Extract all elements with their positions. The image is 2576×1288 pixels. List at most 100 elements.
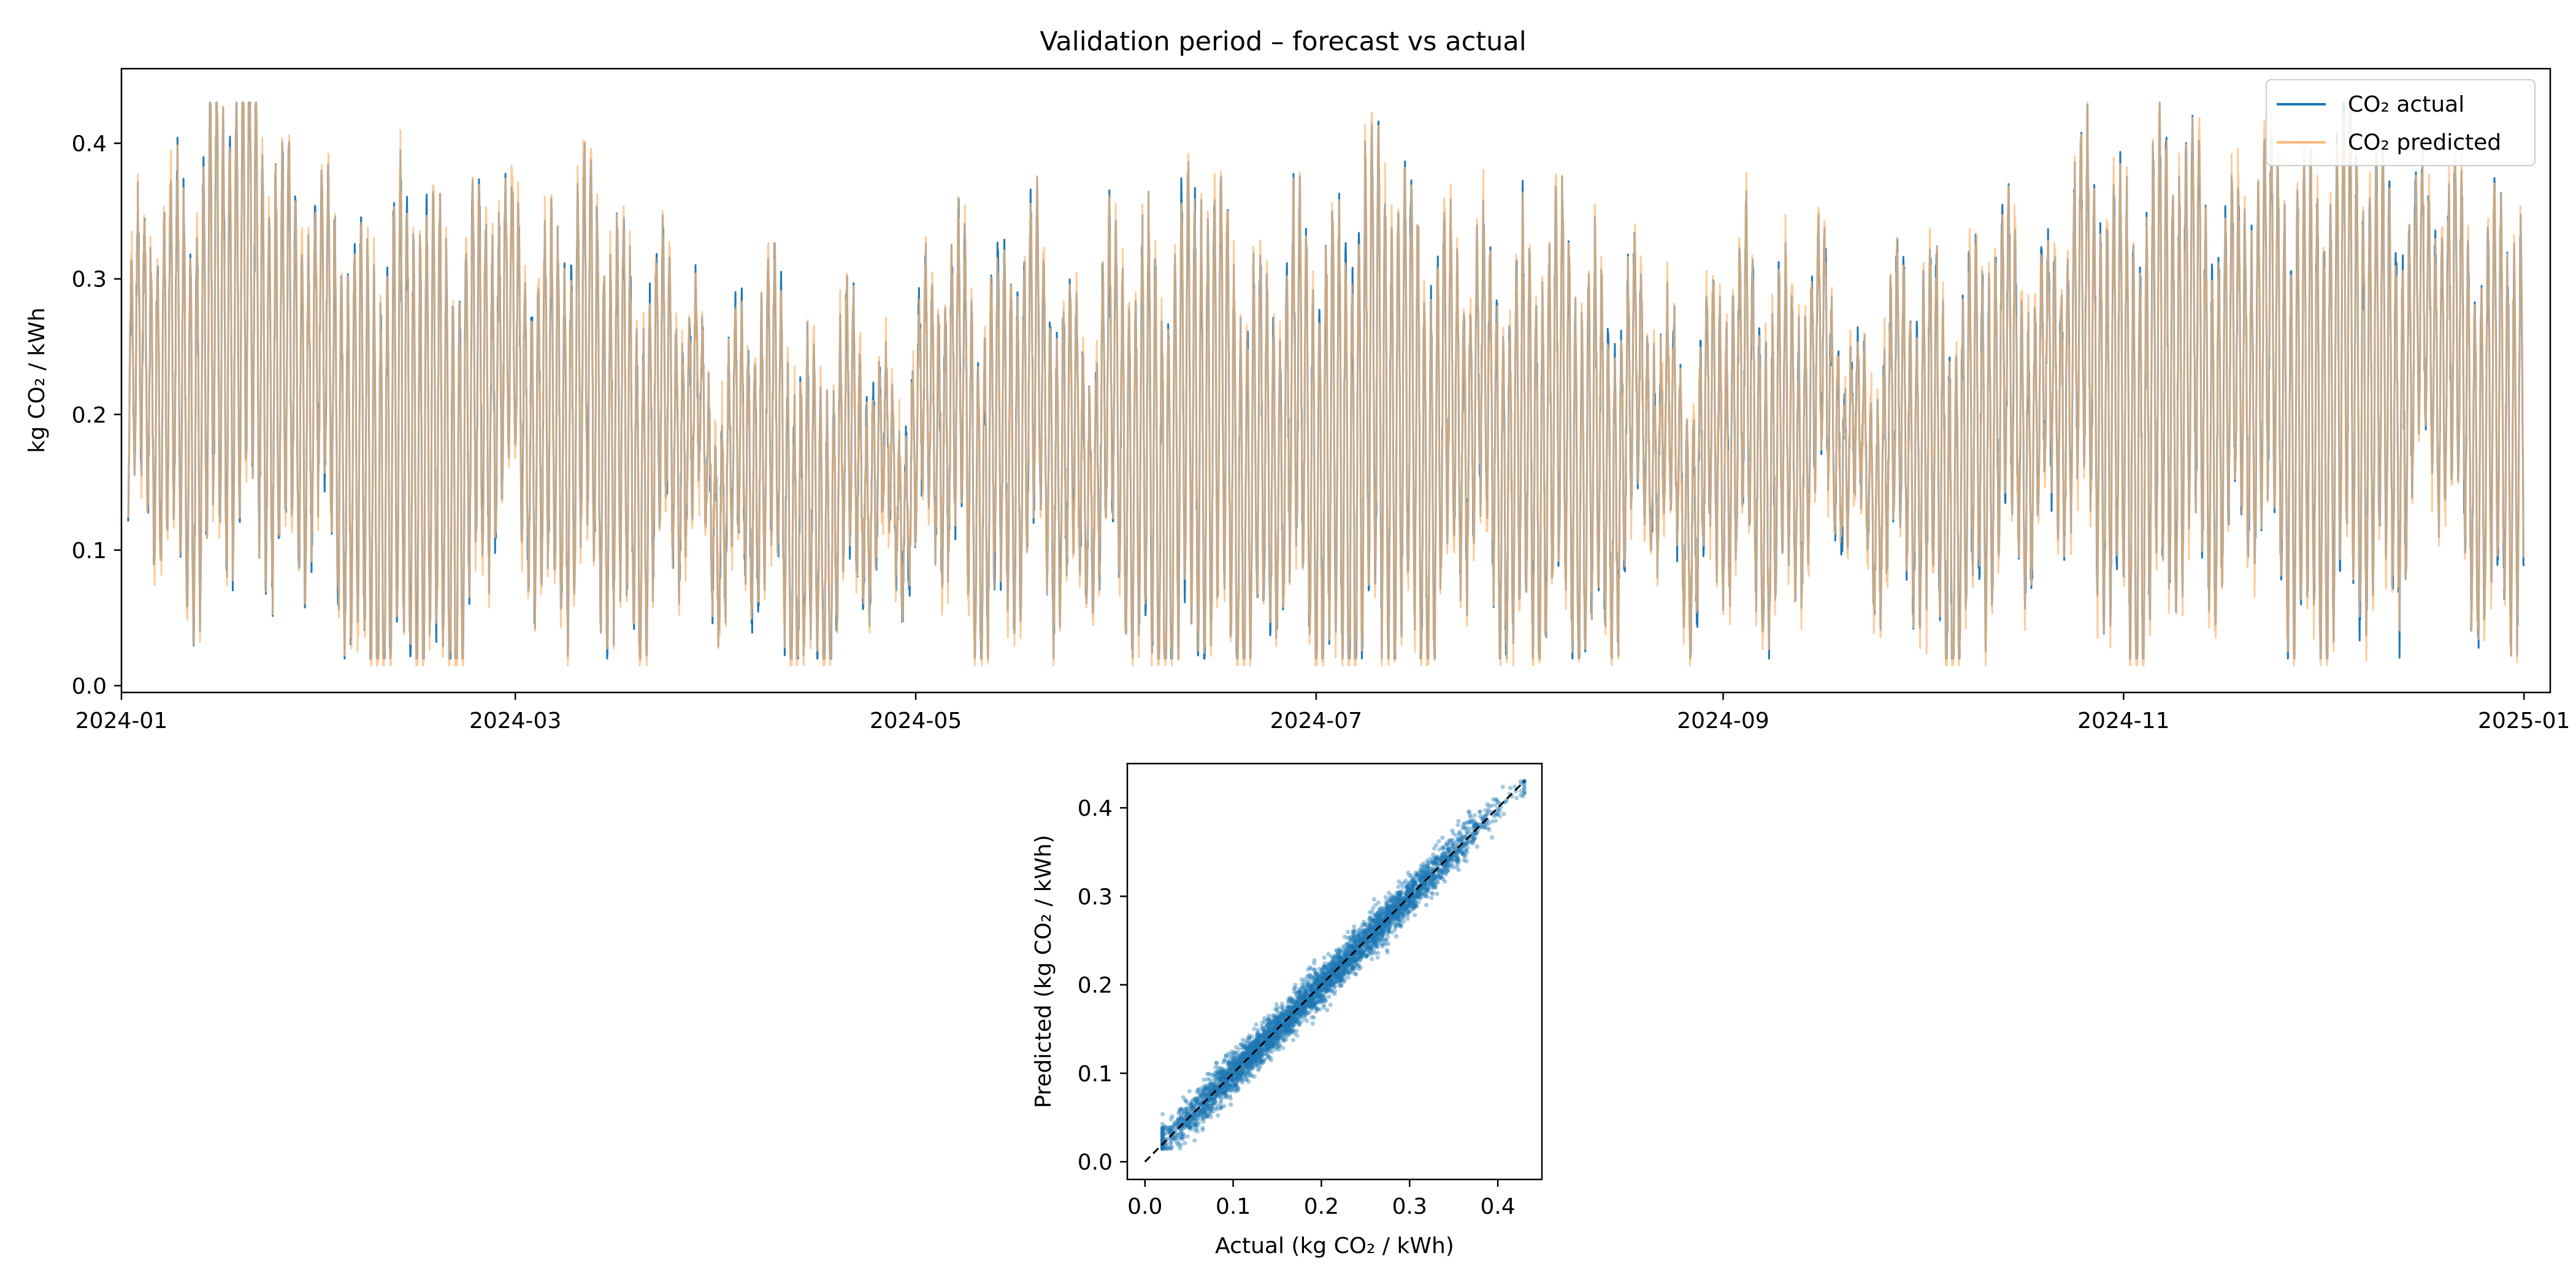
scatter-point [1409, 873, 1414, 878]
scatter-point [1236, 1071, 1241, 1076]
scatter-point [1230, 1076, 1235, 1082]
scatter-point [1325, 989, 1330, 994]
scatter-point [1269, 1018, 1274, 1023]
scatter-point [1338, 956, 1343, 960]
scatter-point [1416, 873, 1422, 878]
scatter-point [1338, 956, 1343, 960]
scatter-point [1379, 905, 1384, 910]
scatter-point [1322, 988, 1327, 993]
scatter-point [1416, 893, 1420, 898]
scatter-point [1350, 943, 1355, 949]
scatter-point [1351, 954, 1356, 959]
scatter-point [1455, 858, 1460, 863]
scatter-point [1443, 855, 1448, 860]
scatter-point [1370, 940, 1375, 945]
scatter-point [1439, 875, 1444, 881]
scatter-point [1322, 964, 1327, 968]
scatter-point [1300, 996, 1305, 1001]
scatter-point [1444, 843, 1450, 848]
timeseries-plot-area [127, 101, 2525, 667]
scatter-point [1298, 1006, 1304, 1011]
scatter-point [1249, 1064, 1254, 1069]
scatter-point [1288, 1011, 1294, 1016]
scatter-point [1419, 863, 1424, 868]
scatter-point [1443, 851, 1448, 856]
scatter-point [1386, 929, 1391, 934]
y-tick-label: 0.0 [72, 674, 107, 699]
scatter-point [1309, 986, 1314, 991]
scatter-point [1205, 1103, 1209, 1108]
scatter-point [1290, 1018, 1295, 1023]
scatter-point [1455, 822, 1460, 827]
scatter-point [1435, 891, 1439, 897]
scatter-point [1202, 1088, 1207, 1093]
scatter-point [1303, 994, 1309, 999]
scatter-point [1419, 875, 1424, 880]
scatter-point [1219, 1078, 1224, 1083]
scatter-point [1160, 1130, 1165, 1135]
scatter-point [1412, 893, 1417, 898]
scatter-point [1373, 921, 1378, 926]
scatter-point [1374, 911, 1379, 916]
scatter-point [1512, 784, 1517, 789]
scatter-point [1335, 953, 1340, 957]
scatter-point [1373, 913, 1378, 918]
scatter-point [1187, 1122, 1192, 1127]
scatter-point [1271, 1026, 1276, 1031]
scatter-point [1279, 1020, 1284, 1025]
scatter-point [1346, 959, 1351, 964]
scatter-point [1379, 938, 1384, 943]
scatter-point [1400, 896, 1406, 901]
scatter-point [1251, 1057, 1255, 1062]
scatter-point [1342, 978, 1347, 983]
scatter-point [1249, 1066, 1254, 1071]
scatter-point [1275, 1008, 1279, 1013]
scatter-point [1429, 895, 1434, 900]
scatter-point [1275, 1036, 1280, 1041]
scatter-point [1366, 945, 1371, 950]
scatter-point [1248, 1073, 1252, 1078]
scatter-point [1474, 822, 1479, 827]
scatter-point [1267, 1039, 1272, 1045]
scatter-point [1264, 1022, 1269, 1027]
scatter-point [1208, 1081, 1213, 1087]
scatter-point [1408, 899, 1413, 904]
scatter-point [1190, 1105, 1195, 1110]
scatter-point [1240, 1051, 1245, 1056]
scatter-point [1179, 1112, 1184, 1117]
scatter-point [1197, 1110, 1202, 1115]
scatter-point [1277, 1034, 1282, 1039]
scatter-point [1355, 951, 1360, 956]
scatter-point [1236, 1060, 1241, 1065]
scatter-point [1398, 907, 1403, 912]
scatter-point [1221, 1084, 1225, 1089]
scatter-point [1300, 994, 1305, 1000]
scatter-point [1280, 1012, 1285, 1017]
scatter-point [1307, 1004, 1312, 1010]
scatter-point [1376, 918, 1382, 923]
scatter-point [1274, 1002, 1279, 1007]
scatter-point [1328, 978, 1333, 983]
scatter-point [1284, 1033, 1290, 1038]
scatter-point [1376, 916, 1381, 921]
scatter-point [1341, 955, 1346, 960]
scatter-point [1297, 1011, 1301, 1016]
scatter-point [1198, 1095, 1204, 1100]
scatter-point [1271, 1040, 1276, 1045]
scatter-point [1265, 1041, 1270, 1046]
scatter-point [1160, 1146, 1165, 1151]
scatter-point [1281, 1046, 1286, 1051]
scatter-point [1270, 1042, 1275, 1047]
scatter-point [1194, 1100, 1198, 1105]
scatter-point [1378, 914, 1383, 919]
scatter-point [1247, 1035, 1252, 1040]
scatter-point [1198, 1102, 1203, 1106]
scatter-point [1195, 1087, 1200, 1092]
scatter-point [1402, 880, 1407, 885]
scatter-point [1205, 1092, 1210, 1097]
scatter-point [1375, 944, 1380, 949]
scatter-point [1262, 1044, 1267, 1049]
scatter-point [1522, 791, 1527, 796]
scatter-point [1431, 852, 1436, 857]
scatter-point [1371, 897, 1377, 902]
